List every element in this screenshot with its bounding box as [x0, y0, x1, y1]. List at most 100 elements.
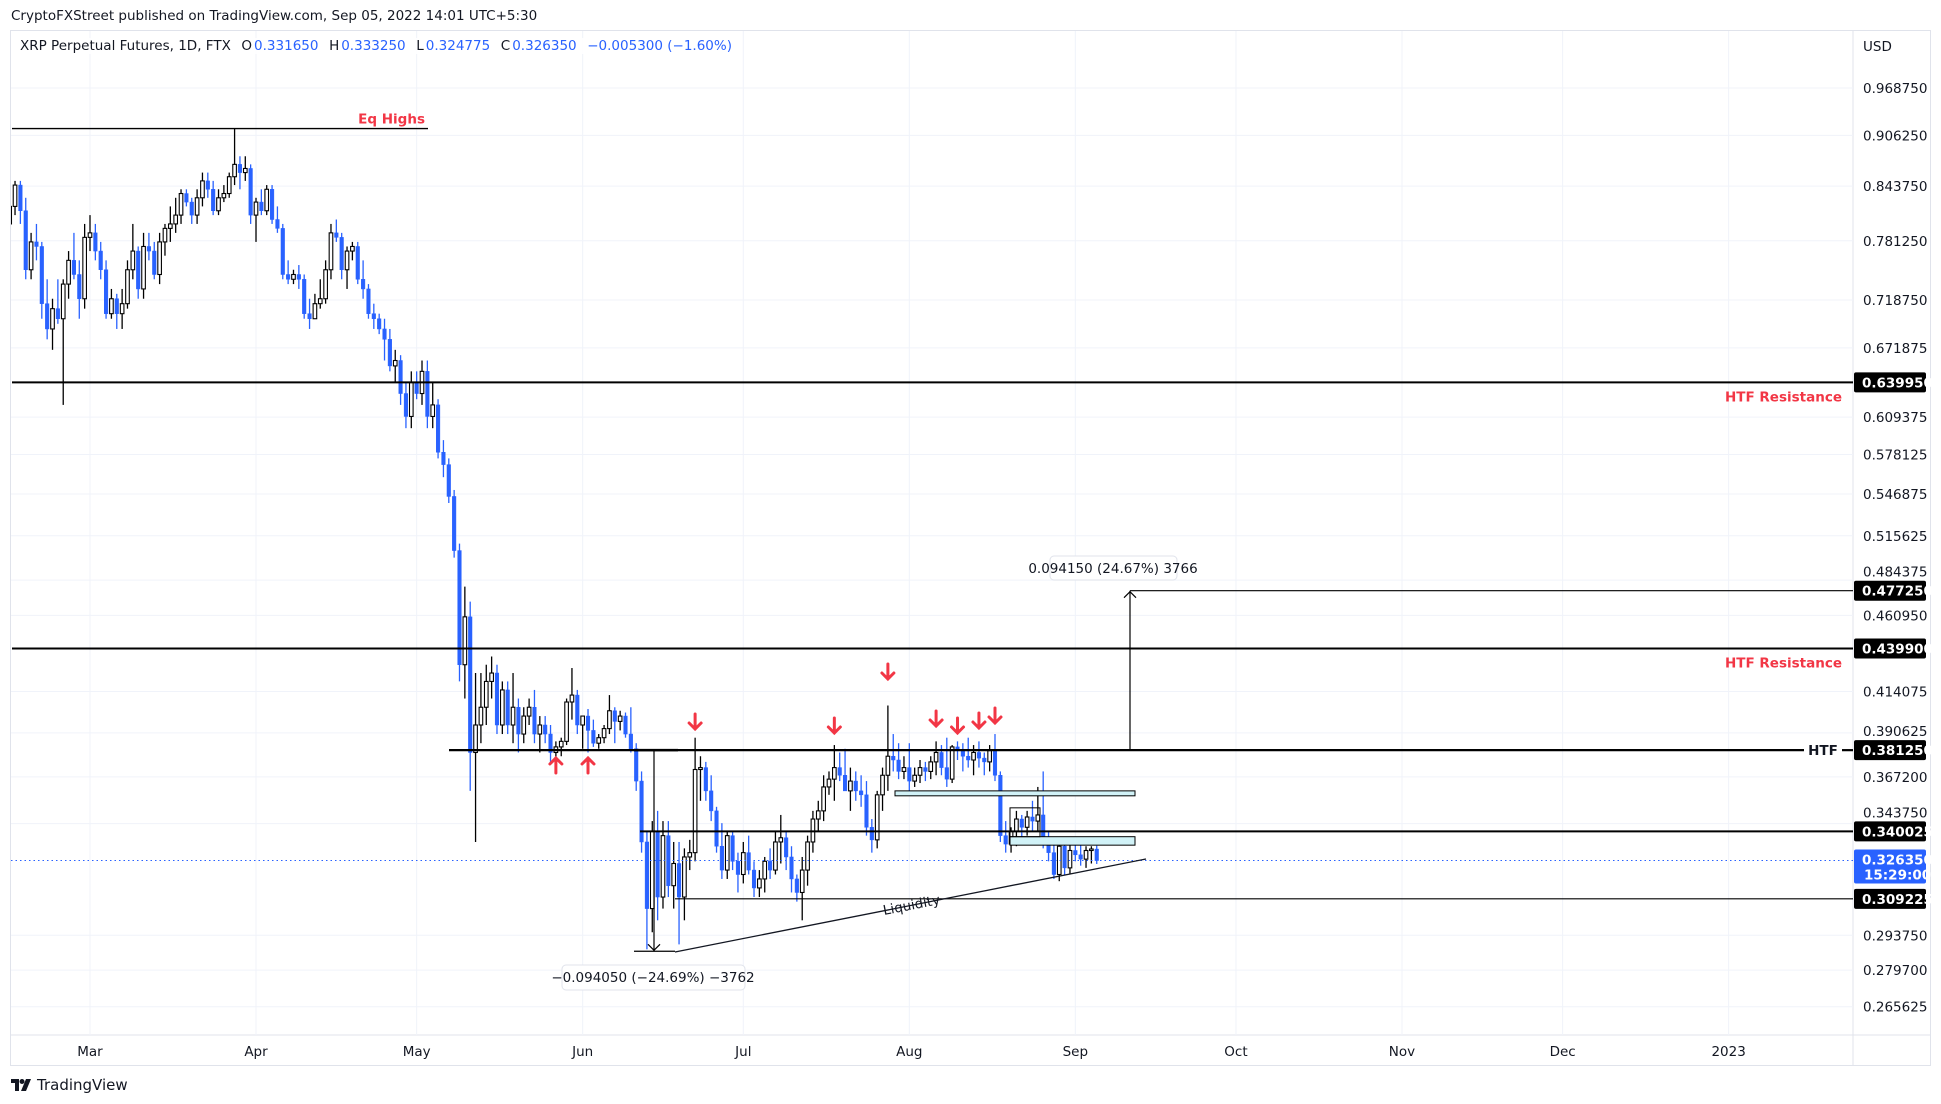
- candle-bearish: [104, 260, 109, 319]
- candle-bearish: [751, 861, 757, 898]
- candle-body: [211, 189, 216, 211]
- current-price-tag: [1854, 849, 1926, 884]
- candle-bullish: [28, 232, 34, 280]
- candle-bullish: [125, 260, 130, 309]
- candle-body: [408, 381, 414, 418]
- candle-body: [510, 706, 516, 726]
- time-tick-label: Mar: [77, 1044, 103, 1060]
- tradingview-brand[interactable]: TradingView: [37, 1076, 128, 1094]
- candle-body: [815, 810, 821, 820]
- candle-bullish: [848, 767, 853, 811]
- candle-bearish: [639, 771, 644, 853]
- candle-body: [478, 706, 484, 726]
- price-tick-label: 0.781250: [1863, 234, 1927, 250]
- candle-body: [928, 761, 934, 772]
- candle-body: [548, 733, 553, 753]
- measure-up-label-box: [1049, 555, 1178, 581]
- candle-body: [361, 279, 366, 290]
- candle-bullish: [350, 241, 355, 261]
- candle-body: [612, 710, 617, 722]
- candle-body: [907, 767, 912, 782]
- candle-body: [55, 308, 60, 319]
- candle-bearish: [869, 819, 874, 853]
- candle-body: [173, 214, 179, 225]
- candle-body: [317, 298, 323, 305]
- candle-bullish: [874, 790, 880, 849]
- candle-body: [778, 837, 784, 843]
- candle-body: [452, 496, 457, 551]
- candle-body: [87, 232, 93, 238]
- candle-bearish: [628, 707, 633, 753]
- price-tag-box: [1854, 372, 1926, 393]
- candle-bearish: [436, 399, 441, 459]
- candle-body: [532, 706, 537, 735]
- candle-bullish: [510, 673, 516, 744]
- candle-body: [735, 861, 741, 875]
- candle-body: [473, 724, 478, 754]
- candle-body: [200, 180, 205, 199]
- price-axis[interactable]: USD 0.968750 0.906250 0.843750 0.781250 0.71…: [1854, 39, 1933, 1016]
- candle-bearish: [1078, 844, 1083, 866]
- candle-bullish: [194, 189, 200, 224]
- candle-body: [216, 197, 221, 212]
- symbol-title[interactable]: XRP Perpetual Futures, 1D, FTX: [20, 38, 231, 54]
- candle-body: [740, 852, 746, 876]
- candle-body: [23, 210, 28, 271]
- candle-body: [982, 757, 987, 763]
- candle-bearish: [425, 360, 430, 429]
- candle-body: [350, 245, 355, 252]
- candle-body: [1041, 814, 1046, 841]
- candle-bearish: [259, 189, 264, 216]
- candle-bearish: [452, 489, 457, 558]
- candle-body: [291, 273, 296, 280]
- candle-bearish: [77, 260, 82, 319]
- candle-bearish: [34, 223, 39, 261]
- candle-body: [966, 755, 971, 761]
- candle-body: [591, 730, 596, 744]
- candle-bearish: [666, 821, 671, 898]
- candle-bearish: [1003, 821, 1008, 853]
- candle-body: [826, 778, 832, 788]
- grid: [11, 31, 1853, 1035]
- candle-body: [66, 259, 71, 285]
- candle-body: [601, 728, 607, 739]
- candle-body: [77, 274, 82, 299]
- candle-bullish: [60, 279, 66, 405]
- candle-bearish: [302, 274, 307, 319]
- time-axis[interactable]: Mar Apr May Jun Jul Aug Sep Oct Nov Dec 2023: [77, 1044, 1746, 1060]
- level-label: HTF Resistance: [1725, 656, 1842, 672]
- price-tick-label: 0.343750: [1863, 805, 1927, 821]
- candle-bearish: [189, 197, 194, 224]
- candle-bullish: [617, 710, 623, 731]
- candle-bearish: [184, 189, 189, 207]
- candle-bullish: [119, 288, 125, 329]
- candle-body: [221, 192, 227, 199]
- candle-body: [634, 748, 639, 782]
- candle-bullish: [569, 668, 575, 720]
- liquidity-trendline[interactable]: [674, 858, 1147, 953]
- candle-body: [392, 359, 398, 367]
- candle-bearish: [114, 293, 119, 329]
- candle-body: [912, 774, 918, 782]
- candle-bearish: [334, 219, 339, 242]
- candle-bullish: [901, 756, 907, 780]
- candle-body: [462, 616, 468, 666]
- candle-body: [355, 246, 360, 280]
- candle-body: [344, 250, 350, 271]
- candle-bearish: [39, 241, 44, 319]
- candle-body: [226, 176, 232, 195]
- candle-bearish: [709, 775, 714, 822]
- candle-body: [436, 404, 441, 453]
- candle-body: [130, 250, 136, 271]
- candle-bullish: [607, 695, 612, 735]
- candle-body: [580, 715, 586, 726]
- candle-body: [564, 701, 569, 742]
- candle-body: [264, 188, 270, 212]
- price-tag-box: [1854, 821, 1926, 842]
- candle-body: [843, 775, 848, 792]
- candle-body: [730, 835, 735, 862]
- drawings[interactable]: Eq Highs HTF Resistance HTF Resistance HTF L…: [11, 112, 1853, 991]
- candle-bullish: [815, 800, 821, 832]
- candle-bearish: [719, 823, 724, 879]
